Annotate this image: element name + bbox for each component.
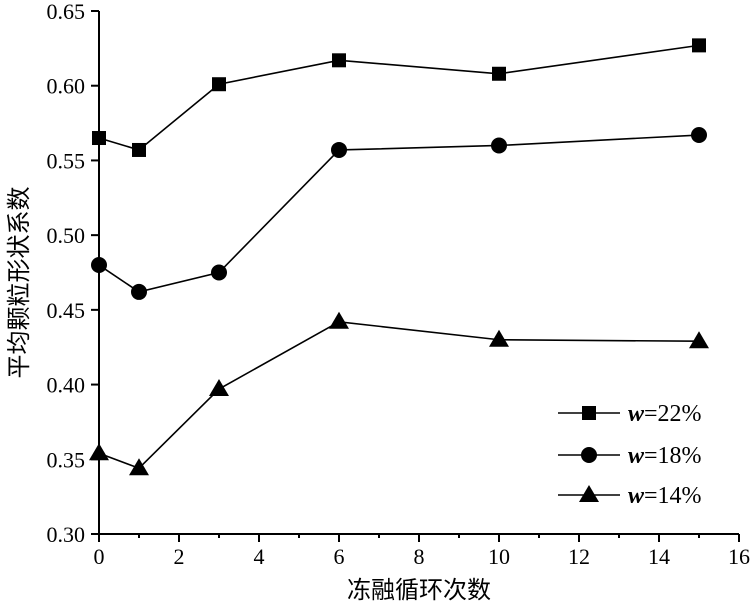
x-tick-label: 6	[334, 544, 345, 569]
data-point	[212, 77, 226, 92]
data-point	[131, 283, 147, 300]
data-point	[132, 142, 146, 157]
legend-marker	[582, 406, 596, 420]
legend-marker	[579, 485, 599, 502]
data-point	[209, 379, 229, 397]
legend-item: w=22%	[558, 401, 702, 427]
x-tick-label: 12	[568, 544, 590, 569]
data-point	[691, 127, 707, 144]
data-point	[129, 458, 149, 476]
legend-label: w=14%	[628, 483, 702, 509]
y-tick-label: 0.45	[47, 298, 86, 323]
legend-label: w=18%	[628, 443, 702, 469]
y-tick-label: 0.55	[47, 148, 86, 173]
y-tick-label: 0.50	[47, 223, 86, 248]
x-tick-label: 2	[174, 544, 185, 569]
y-tick-label: 0.60	[47, 74, 86, 99]
data-point	[331, 141, 347, 158]
series-circle	[91, 127, 707, 300]
y-tick-label: 0.65	[47, 0, 86, 24]
y-tick-label: 0.35	[47, 447, 86, 472]
series-line	[98, 44, 700, 151]
x-tick-label: 16	[728, 544, 750, 569]
series-line	[98, 320, 700, 470]
data-point	[91, 257, 107, 274]
x-tick-label: 4	[254, 544, 265, 569]
y-axis-title: 平均颗粒形状系数	[5, 187, 33, 379]
data-point	[491, 137, 507, 154]
series-layer	[89, 38, 709, 476]
axes: 0 2 4 6 8 10 12 14 16 0.30 0.35 0.40 0.45 0.50 0.55 0.6…	[47, 0, 751, 569]
x-axis-title: 冻融循环次数	[347, 576, 491, 604]
data-point	[329, 311, 349, 329]
data-point	[89, 443, 109, 461]
data-point	[489, 329, 509, 347]
data-point	[332, 53, 346, 68]
legend: w=22% w=18% w=14%	[558, 401, 702, 509]
data-point	[692, 38, 706, 53]
x-tick-label: 8	[414, 544, 425, 569]
x-tick-label: 0	[94, 544, 105, 569]
series-square	[92, 38, 706, 157]
data-point	[689, 331, 709, 349]
legend-item: w=18%	[558, 443, 702, 469]
data-point	[211, 264, 227, 281]
legend-marker	[581, 447, 597, 463]
x-tick-label: 10	[488, 544, 510, 569]
x-tick-label: 14	[648, 544, 670, 569]
legend-item: w=14%	[558, 483, 702, 509]
series-triangle	[89, 311, 709, 476]
data-point	[92, 131, 106, 146]
y-tick-label: 0.40	[47, 373, 86, 398]
legend-label: w=22%	[628, 401, 702, 427]
y-tick-label: 0.30	[47, 522, 86, 547]
data-point	[492, 66, 506, 81]
series-line	[98, 134, 700, 293]
